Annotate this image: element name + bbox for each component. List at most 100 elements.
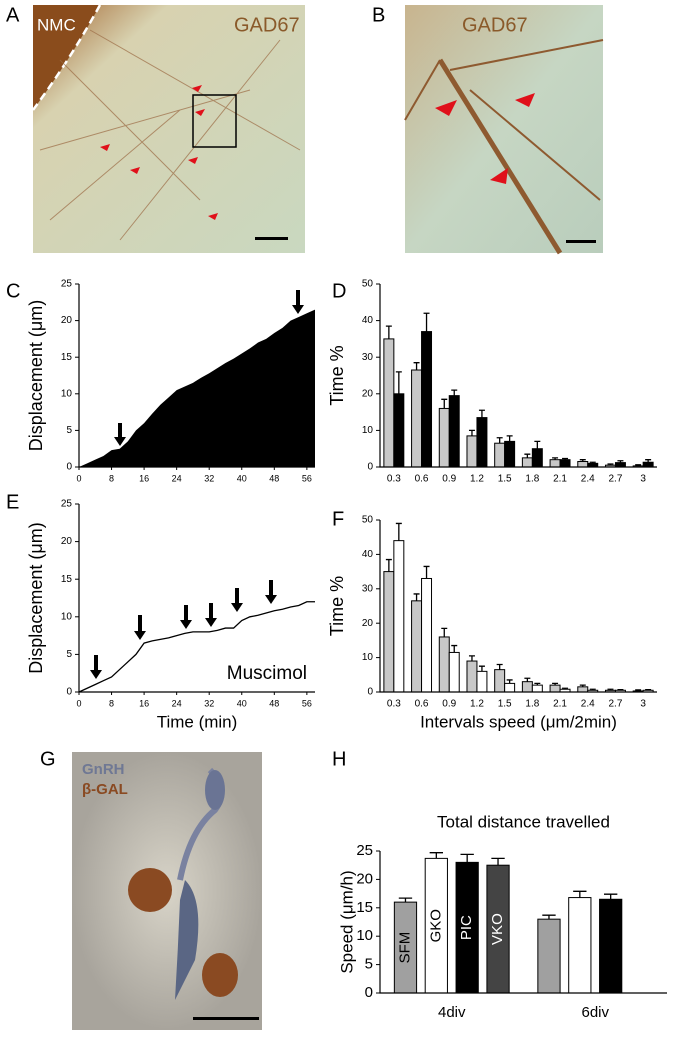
x-tick-label: 8 [109, 473, 114, 483]
error-bar [524, 453, 531, 458]
error-bar [496, 437, 503, 444]
image-label: GAD67 [462, 14, 528, 36]
bar [504, 682, 516, 693]
error-bar [468, 655, 475, 662]
error-bar [460, 853, 474, 863]
x-tick-label: 0.6 [415, 474, 429, 485]
bar [614, 462, 626, 468]
bar-name: SFM [396, 932, 413, 964]
image-label: GAD67 [234, 14, 300, 36]
arrow [231, 588, 243, 612]
panel-letter: C [6, 280, 20, 302]
bar [494, 442, 506, 468]
y-tick-label: 20 [61, 536, 73, 547]
x-tick-label: 24 [172, 473, 182, 483]
x-tick-label: 1.2 [470, 699, 484, 710]
bar [448, 651, 460, 693]
error-bar [534, 440, 541, 449]
y-tick-label: 10 [362, 652, 374, 663]
bar [383, 338, 395, 468]
axes [379, 520, 657, 693]
y-axis-label: Time % [327, 576, 347, 636]
bar [531, 684, 543, 693]
error-bar [562, 457, 569, 460]
bar [448, 395, 460, 468]
y-tick-label: 5 [66, 649, 72, 660]
error-bar [478, 409, 485, 418]
bar-name: GKO [427, 909, 444, 942]
arrow [180, 605, 192, 629]
bar [421, 331, 433, 468]
bar [383, 571, 395, 693]
x-tick-label: 0.6 [415, 699, 429, 710]
error-bar [423, 312, 430, 332]
y-tick-label: 10 [61, 611, 73, 622]
bar [549, 684, 561, 693]
error-bar [607, 463, 614, 466]
arrow [292, 290, 304, 314]
error-bar [604, 893, 618, 900]
x-axis-label: Time (min) [157, 712, 238, 731]
x-tick-label: 0 [76, 473, 81, 483]
arrowheads-b [435, 93, 535, 184]
error-bar [441, 627, 448, 637]
x-tick-label: 6div [581, 1004, 609, 1021]
y-tick-label: 20 [61, 315, 73, 326]
bar [531, 448, 543, 468]
y-tick-label: 0 [66, 462, 72, 473]
error-bar [395, 371, 402, 394]
bar-name: PIC [458, 915, 475, 940]
y-tick-label: 0 [367, 687, 373, 698]
bar [504, 440, 516, 468]
area [79, 309, 315, 467]
y-tick-label: 30 [362, 583, 374, 594]
y-axis-label: Time % [327, 345, 347, 405]
error-bar [617, 688, 624, 691]
x-tick-label: 56 [302, 473, 312, 483]
error-bar [413, 593, 420, 601]
y-tick-label: 50 [362, 515, 374, 526]
arrowheads-a [100, 85, 218, 220]
bar [537, 918, 561, 994]
image-label: GnRH [82, 761, 125, 778]
y-tick-label: 25 [61, 279, 73, 290]
y-tick-label: 10 [356, 927, 373, 944]
scale-bar [255, 237, 288, 240]
error-bar [573, 890, 587, 898]
bar [438, 636, 450, 693]
x-tick-label: 1.5 [498, 699, 512, 710]
x-tick-label: 8 [109, 698, 114, 708]
error-bar [385, 558, 392, 572]
x-tick-label: 4div [438, 1004, 466, 1021]
chart-title: Total distance travelled [437, 812, 610, 831]
bar-name: VKO [489, 913, 506, 945]
error-bar [524, 677, 531, 682]
error-bar [579, 684, 586, 687]
error-bar [429, 852, 443, 859]
arrow [90, 655, 102, 679]
x-tick-label: 16 [139, 698, 149, 708]
bar [577, 686, 589, 693]
x-tick-label: 48 [269, 698, 279, 708]
x-tick-label: 40 [237, 698, 247, 708]
y-tick-label: 0 [367, 462, 373, 473]
bar [549, 459, 561, 468]
y-tick-label: 10 [362, 425, 374, 436]
bar [642, 461, 654, 468]
x-tick-label: 0 [76, 698, 81, 708]
error-bar [398, 897, 413, 903]
axes [78, 284, 315, 468]
error-bar [506, 679, 513, 684]
nmc-region [33, 5, 100, 110]
y-tick-label: 0 [66, 687, 72, 698]
bar [466, 435, 478, 468]
x-tick-label: 56 [302, 698, 312, 708]
annotation: Muscimol [227, 663, 307, 684]
y-tick-label: 30 [362, 352, 374, 363]
fibers [404, 39, 604, 255]
axes [379, 851, 667, 994]
error-bar [589, 461, 596, 464]
y-axis-label: Speed (μm/h) [337, 870, 356, 973]
x-tick-label: 2.7 [608, 474, 622, 485]
